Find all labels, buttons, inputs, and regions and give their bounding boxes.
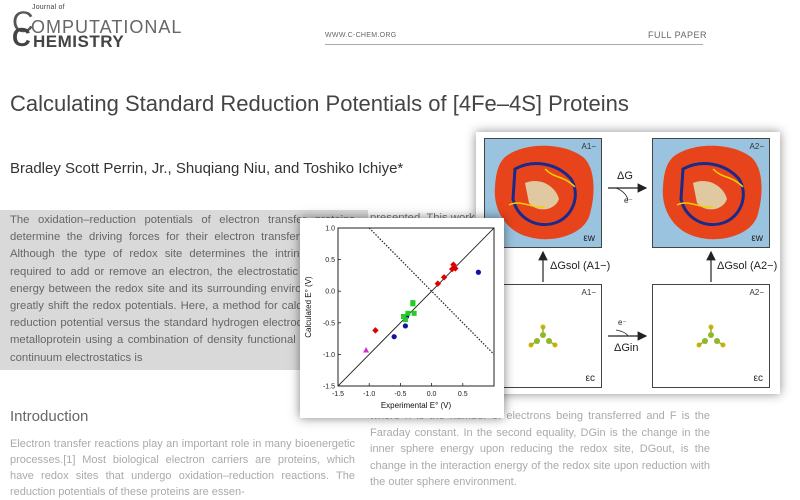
data-point-square: [411, 310, 417, 316]
x-axis-label: Experimental E° (V): [381, 401, 452, 410]
logo-word-computational: OMPUTATIONAL: [31, 17, 183, 37]
data-point-diamond: [440, 274, 448, 281]
epsilon-w-2: εw: [751, 233, 763, 244]
data-point-square: [402, 317, 408, 323]
protein-surface-image-2: [662, 145, 762, 240]
logo-word-chemistry: HEMISTRY: [33, 32, 125, 51]
epsilon-c-1: εc: [585, 373, 595, 384]
article-title: Calculating Standard Reduction Potential…: [10, 91, 629, 116]
journal-url[interactable]: WWW.C-CHEM.ORG: [325, 32, 397, 39]
data-point-diamond: [372, 327, 379, 334]
data-point-square: [401, 313, 407, 319]
header-rule: [325, 44, 703, 45]
panel-label-tl: A1−: [581, 142, 596, 151]
data-point-triangle: [363, 346, 370, 353]
abstract-text: The oxidation–reduction potentials of el…: [10, 214, 355, 364]
logo-small-text: Journal of: [32, 4, 65, 11]
panel-vacuum-reduced: A2− εc: [652, 284, 770, 388]
article-authors: Bradley Scott Perrin, Jr., Shuqiang Niu,…: [10, 160, 404, 177]
logo-letter-c: C: [12, 6, 34, 39]
data-point-circle: [391, 334, 397, 340]
logo-letter-c2: C: [12, 22, 31, 52]
y-axis-label: Calculated E° (V): [304, 276, 313, 338]
label-dg-in: ΔGin: [614, 342, 639, 354]
y-tick-label: -1.5: [323, 384, 335, 391]
label-delta-g: ΔG: [617, 170, 633, 182]
x-tick-label: 0.0: [427, 391, 437, 398]
x-tick-label: -0.5: [394, 391, 406, 398]
anti-diagonal-line: [368, 228, 494, 355]
panel-solvated-reduced: A2− εw: [652, 138, 770, 248]
label-e-minus-top: e⁻: [624, 196, 633, 205]
intro-heading: Introduction: [10, 408, 89, 425]
panel-label-bl: A1−: [581, 288, 596, 297]
panel-label-tr: A2−: [749, 142, 764, 151]
scatter-plot: -1.5 -1.0 -0.5 0.0 0.5 1.0 0.5 0.0 -0.5 -1.0 -1.5 E…: [304, 226, 495, 410]
label-dg-sol-2: ΔGsol (A2−): [717, 260, 778, 272]
y-tick-label: 0.0: [325, 289, 335, 296]
panel-solvated-oxidized: A1− εw: [484, 138, 602, 248]
y-tick-label: 1.0: [325, 226, 335, 233]
label-e-minus-bottom: e⁻: [618, 318, 627, 327]
data-point-diamond: [452, 265, 459, 272]
y-tick-label: 0.5: [325, 257, 335, 264]
intro-text: Electron transfer reactions play an impo…: [10, 438, 355, 498]
data-point-diamond: [434, 280, 442, 287]
journal-logo: Journal of C OMPUTATIONAL C HEMISTRY: [10, 4, 190, 52]
right-column-text: where n is the number of electrons being…: [370, 410, 710, 488]
x-tick-label: 0.5: [458, 391, 468, 398]
epsilon-c-2: εc: [753, 373, 763, 384]
identity-line: [338, 228, 494, 386]
cluster-image-2: [696, 324, 726, 348]
thermodynamic-scheme: A1− εw A2− εw A1− εc: [476, 132, 780, 394]
data-point-square: [405, 310, 411, 316]
data-point-square: [410, 300, 416, 306]
label-dg-sol-1: ΔGsol (A1−): [550, 260, 611, 272]
section-label: FULL PAPER: [648, 30, 708, 40]
scatter-plot-figure: -1.5 -1.0 -0.5 0.0 0.5 1.0 0.5 0.0 -0.5 -1.0 -1.5 E…: [300, 218, 504, 418]
data-point-circle: [475, 269, 481, 275]
scheme-arrows: [538, 183, 716, 341]
panel-label-br: A2−: [749, 288, 764, 297]
protein-surface-image-1: [494, 145, 594, 240]
y-tick-label: -1.0: [323, 352, 335, 359]
x-tick-label: -1.5: [332, 391, 344, 398]
x-tick-label: -1.0: [363, 391, 375, 398]
y-tick-label: -0.5: [323, 320, 335, 327]
data-point-circle: [402, 323, 408, 329]
epsilon-w-1: εw: [583, 233, 595, 244]
cluster-image-1: [528, 324, 558, 348]
